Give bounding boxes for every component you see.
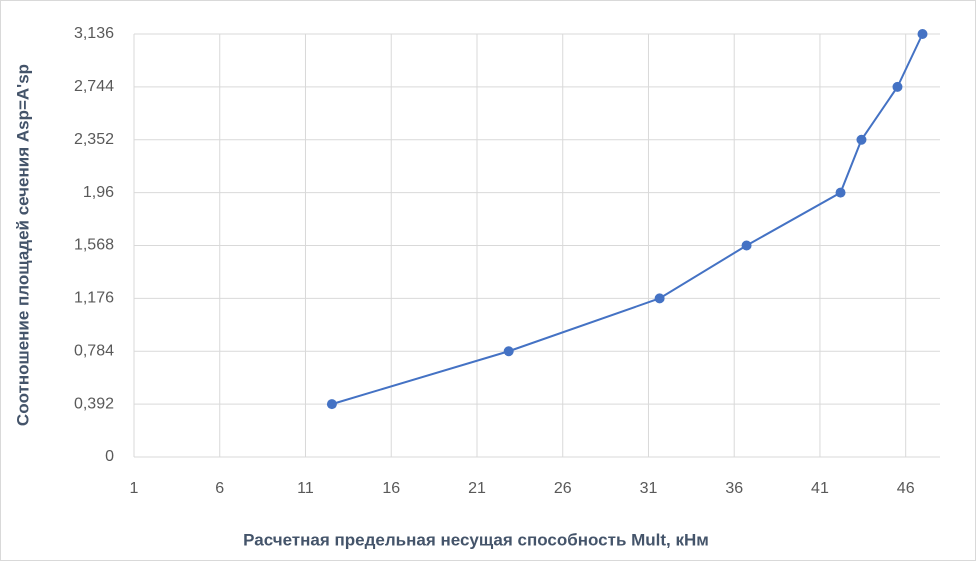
data-point xyxy=(654,293,665,304)
series-line xyxy=(331,33,924,406)
data-point xyxy=(856,134,867,145)
x-tick-label: 26 xyxy=(554,480,572,497)
x-tick-label: 36 xyxy=(725,480,743,497)
x-tick-label: 41 xyxy=(811,480,829,497)
data-point xyxy=(741,240,752,251)
y-tick-label: 1,568 xyxy=(74,237,114,254)
data-point xyxy=(835,187,846,198)
y-tick-label: 2,744 xyxy=(74,78,114,95)
y-tick-label: 3,136 xyxy=(74,25,114,42)
y-tick-label: 0,784 xyxy=(74,342,114,359)
y-tick-label: 2,352 xyxy=(74,131,114,148)
data-point xyxy=(892,81,903,92)
y-tick-label: 1,96 xyxy=(83,184,114,201)
data-point xyxy=(917,29,928,39)
data-point xyxy=(326,399,337,410)
x-tick-label: 21 xyxy=(468,480,486,497)
x-tick-label: 46 xyxy=(897,480,915,497)
x-tick-label: 31 xyxy=(640,480,658,497)
x-tick-label: 1 xyxy=(130,480,139,497)
data-point xyxy=(503,346,514,357)
x-tick-label: 16 xyxy=(382,480,400,497)
x-tick-label: 6 xyxy=(215,480,224,497)
y-tick-label: 1,176 xyxy=(74,290,114,307)
y-tick-label: 0 xyxy=(105,448,114,465)
x-tick-label: 11 xyxy=(297,480,314,497)
x-axis-title: Расчетная предельная несущая способность… xyxy=(243,530,709,549)
y-tick-label: 0,392 xyxy=(74,395,114,412)
y-axis-title: Соотношение площадей сечения Asp=A'sp xyxy=(13,64,32,426)
